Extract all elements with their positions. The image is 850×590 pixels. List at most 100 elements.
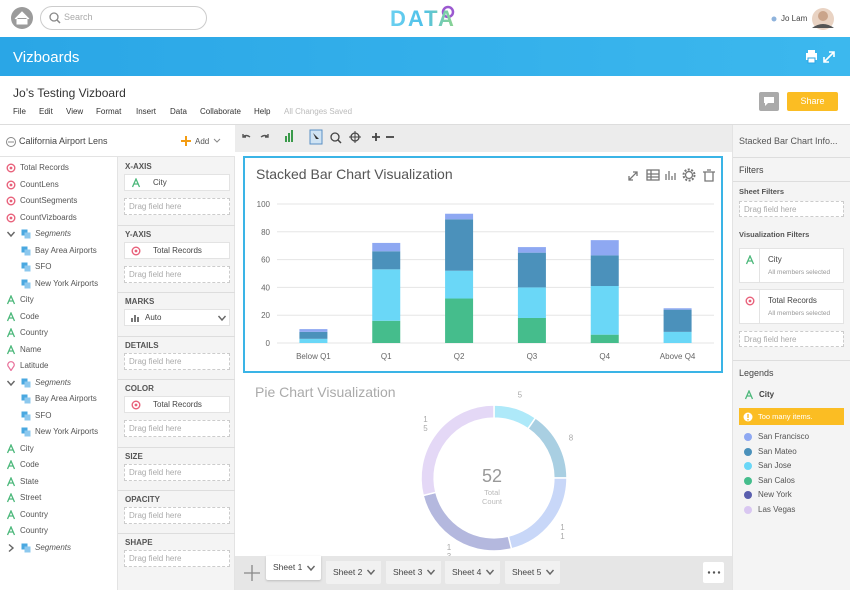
drop-zone[interactable]: Drag field here bbox=[739, 201, 844, 217]
shelf-select[interactable]: Auto bbox=[124, 309, 230, 326]
filter-card[interactable]: City All members selected bbox=[739, 248, 844, 283]
menu-item[interactable]: Help bbox=[254, 107, 271, 116]
lens-icon bbox=[6, 137, 16, 147]
field[interactable]: Country bbox=[20, 328, 49, 337]
shelf-title: MARKS bbox=[125, 297, 155, 306]
sheet-tab-label: Sheet 1 bbox=[273, 562, 303, 572]
user-name[interactable]: Jo Lam bbox=[781, 14, 808, 23]
menu-item[interactable]: File bbox=[13, 107, 26, 116]
shelf-title: DETAILS bbox=[125, 341, 159, 350]
field-group[interactable]: Segments bbox=[35, 377, 72, 387]
legend-label[interactable]: San Francisco bbox=[758, 432, 810, 441]
field[interactable]: Country bbox=[20, 509, 49, 519]
field[interactable]: CountVizboards bbox=[20, 212, 77, 222]
divider bbox=[0, 124, 850, 125]
search-input[interactable]: Search bbox=[64, 12, 93, 22]
filter-card[interactable]: Total Records All members selected bbox=[739, 289, 844, 324]
drop-zone[interactable]: Drag field here bbox=[124, 507, 230, 524]
segment-icon bbox=[21, 262, 31, 272]
pie-slice bbox=[420, 404, 495, 497]
field-group[interactable]: Segments bbox=[35, 229, 72, 238]
field[interactable]: CountLens bbox=[20, 179, 59, 189]
field[interactable]: Name bbox=[20, 344, 42, 354]
shelf-separator bbox=[118, 292, 235, 293]
field[interactable]: Latitude bbox=[20, 361, 49, 370]
shelf-separator bbox=[118, 336, 235, 337]
menu-item[interactable]: View bbox=[66, 107, 84, 116]
sheet-bar: Sheet 1 Sheet 2 Sheet 3 Sheet 4 Sheet 5 bbox=[235, 556, 732, 590]
menu-item[interactable]: Insert bbox=[136, 107, 157, 116]
menu-item[interactable]: Collaborate bbox=[200, 107, 241, 116]
down-icon bbox=[366, 569, 376, 576]
legend-swatch bbox=[744, 491, 752, 500]
field-segment[interactable]: Bay Area Airports bbox=[35, 394, 97, 403]
field[interactable]: CountSegments bbox=[20, 196, 78, 205]
drop-zone[interactable]: Drag field here bbox=[124, 420, 230, 437]
drop-zone[interactable]: Drag field here bbox=[124, 198, 230, 215]
legend-label[interactable]: San Mateo bbox=[758, 446, 797, 456]
field[interactable]: State bbox=[20, 476, 39, 486]
shelf-pill[interactable]: Total Records bbox=[124, 242, 230, 259]
field-segment[interactable]: SFO bbox=[35, 410, 52, 420]
field[interactable]: Country bbox=[20, 526, 49, 535]
shelf-pill[interactable]: City bbox=[124, 174, 230, 191]
drop-zone[interactable]: Drag field here bbox=[124, 266, 230, 283]
sheet-tab[interactable]: Sheet 3 bbox=[386, 561, 441, 584]
dimension-icon bbox=[6, 295, 16, 305]
sheet-tab[interactable]: Sheet 4 bbox=[445, 561, 500, 584]
field[interactable]: City bbox=[20, 443, 34, 453]
menu-item[interactable]: Edit bbox=[39, 107, 53, 116]
share-button[interactable]: Share bbox=[787, 92, 838, 111]
add-button[interactable]: Add bbox=[195, 137, 210, 146]
banner-title: Vizboards bbox=[13, 49, 80, 66]
lens-header bbox=[0, 125, 235, 157]
menu-item[interactable]: Format bbox=[96, 107, 122, 116]
field[interactable]: Total Records bbox=[20, 163, 69, 172]
field-group[interactable]: Segments bbox=[35, 542, 72, 552]
pie-center-label: Count bbox=[482, 497, 503, 506]
drop-zone[interactable]: Drag field here bbox=[124, 353, 230, 370]
pie-title: Pie Chart Visualization bbox=[255, 384, 396, 400]
legend-label[interactable]: Las Vegas bbox=[758, 505, 796, 514]
measure-icon bbox=[131, 246, 141, 256]
sheet-tab[interactable]: Sheet 1 bbox=[266, 556, 321, 580]
filter-name: City bbox=[768, 255, 782, 264]
bar-segment bbox=[445, 213, 474, 220]
drop-zone[interactable]: Drag field here bbox=[124, 464, 230, 481]
bar-chart-card[interactable]: Stacked Bar Chart Visualization 0 20 40 60 8… bbox=[243, 156, 723, 373]
legend-swatch bbox=[744, 476, 752, 485]
legend-label[interactable]: San Calos bbox=[758, 475, 795, 485]
legend-label[interactable]: New York bbox=[758, 490, 792, 500]
field[interactable]: Street bbox=[20, 493, 42, 502]
shelf-separator bbox=[118, 490, 235, 491]
sheet-tab[interactable]: Sheet 5 bbox=[505, 561, 560, 584]
menu-item[interactable]: Data bbox=[170, 107, 187, 116]
shelf-pill[interactable]: Total Records bbox=[124, 396, 230, 413]
bar-segment bbox=[663, 309, 692, 332]
drop-zone[interactable]: Drag field here bbox=[739, 331, 844, 347]
segment-icon bbox=[21, 229, 31, 239]
legend-swatch bbox=[744, 506, 752, 514]
field[interactable]: Code bbox=[20, 311, 40, 321]
segment-icon bbox=[21, 378, 31, 387]
field-segment[interactable]: New York Airports bbox=[35, 278, 99, 288]
bar-segment bbox=[590, 334, 619, 343]
logo[interactable]: DATA bbox=[390, 6, 456, 31]
right-icon bbox=[8, 543, 15, 552]
bar-segment bbox=[372, 269, 401, 321]
lens-title: California Airport Lens bbox=[19, 136, 108, 146]
field[interactable]: Code bbox=[20, 460, 40, 469]
field-segment[interactable]: New York Airports bbox=[35, 427, 99, 436]
legend-label[interactable]: San Jose bbox=[758, 461, 792, 471]
warning: Too many items. bbox=[739, 408, 844, 425]
pie-labels: 5 8 11 13 15 bbox=[235, 152, 732, 556]
drop-zone[interactable]: Drag field here bbox=[124, 550, 230, 567]
sheet-tab[interactable]: Sheet 2 bbox=[326, 561, 381, 584]
x-tick-label: Q3 bbox=[527, 352, 538, 361]
bar-segment bbox=[590, 286, 619, 335]
field-segment[interactable]: SFO bbox=[35, 262, 52, 271]
measure-icon bbox=[745, 296, 755, 306]
add-sheet[interactable] bbox=[243, 564, 261, 582]
field[interactable]: City bbox=[20, 295, 34, 304]
field-segment[interactable]: Bay Area Airports bbox=[35, 245, 97, 255]
